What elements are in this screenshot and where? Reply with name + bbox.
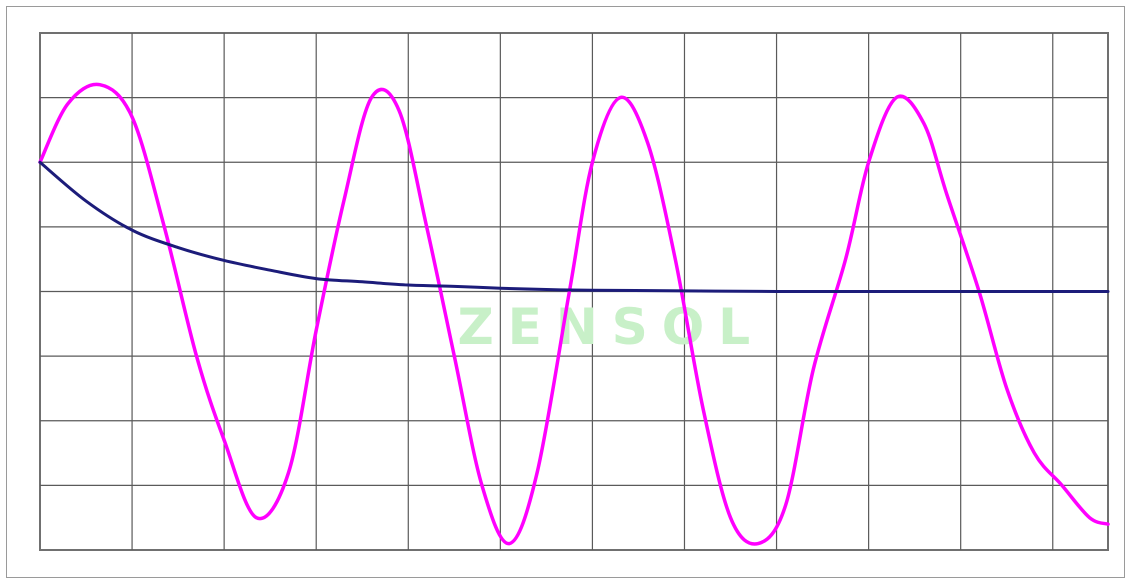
chart-frame: ZENSOL (6, 6, 1125, 578)
oscillating-series-line (38, 82, 1110, 546)
decay-series-line (38, 160, 1110, 294)
watermark-text: ZENSOL (458, 298, 765, 356)
chart-plot: ZENSOL (38, 32, 1110, 551)
